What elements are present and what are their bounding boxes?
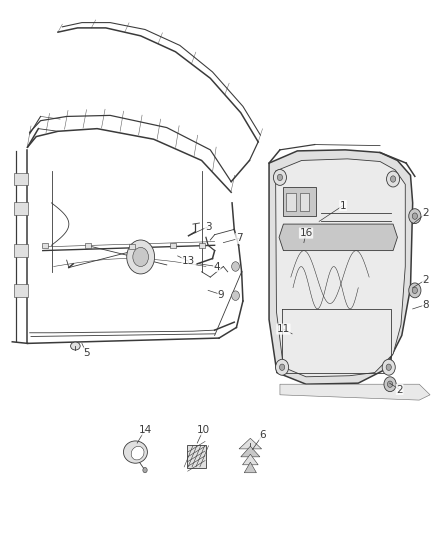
Text: 16: 16 (300, 228, 313, 238)
FancyBboxPatch shape (129, 244, 135, 249)
Polygon shape (269, 150, 413, 384)
Text: 2: 2 (422, 274, 429, 285)
Text: 5: 5 (83, 348, 89, 358)
FancyBboxPatch shape (286, 193, 296, 211)
FancyBboxPatch shape (300, 193, 309, 211)
Circle shape (387, 171, 399, 187)
Circle shape (143, 467, 147, 473)
Text: 2: 2 (422, 208, 429, 219)
Polygon shape (276, 159, 405, 377)
Circle shape (412, 287, 417, 294)
Text: 14: 14 (138, 425, 152, 435)
Text: 6: 6 (259, 430, 266, 440)
Text: 10: 10 (197, 425, 210, 435)
FancyBboxPatch shape (42, 243, 48, 248)
Circle shape (133, 247, 148, 266)
Circle shape (279, 364, 285, 370)
Circle shape (409, 209, 421, 223)
FancyBboxPatch shape (14, 244, 28, 257)
Circle shape (382, 359, 395, 375)
FancyBboxPatch shape (14, 284, 28, 297)
FancyBboxPatch shape (187, 445, 206, 468)
Polygon shape (243, 454, 258, 465)
FancyBboxPatch shape (85, 243, 92, 248)
Ellipse shape (71, 342, 80, 350)
Text: 7: 7 (236, 233, 242, 244)
Circle shape (277, 174, 283, 181)
Text: 13: 13 (182, 256, 195, 266)
FancyBboxPatch shape (198, 243, 205, 248)
Text: 4: 4 (213, 262, 220, 271)
Circle shape (276, 359, 289, 375)
Polygon shape (279, 224, 397, 251)
Text: 9: 9 (218, 289, 225, 300)
Circle shape (386, 364, 391, 370)
Circle shape (127, 240, 155, 274)
Polygon shape (244, 462, 256, 473)
FancyBboxPatch shape (14, 202, 28, 215)
Text: 2: 2 (396, 384, 403, 394)
Circle shape (232, 291, 240, 301)
FancyBboxPatch shape (14, 173, 28, 185)
Circle shape (412, 213, 417, 219)
Text: 1: 1 (340, 200, 346, 211)
Polygon shape (241, 446, 260, 457)
Circle shape (391, 176, 396, 182)
FancyBboxPatch shape (170, 243, 177, 248)
Text: 8: 8 (422, 300, 429, 310)
Circle shape (232, 262, 240, 271)
Circle shape (273, 169, 286, 185)
Circle shape (388, 381, 392, 387)
FancyBboxPatch shape (283, 188, 317, 216)
Polygon shape (239, 438, 261, 449)
Ellipse shape (131, 446, 144, 460)
Polygon shape (280, 384, 430, 400)
Circle shape (384, 377, 396, 392)
Ellipse shape (124, 441, 148, 463)
Text: 3: 3 (205, 222, 212, 232)
Text: 11: 11 (277, 324, 290, 334)
Circle shape (409, 283, 421, 298)
